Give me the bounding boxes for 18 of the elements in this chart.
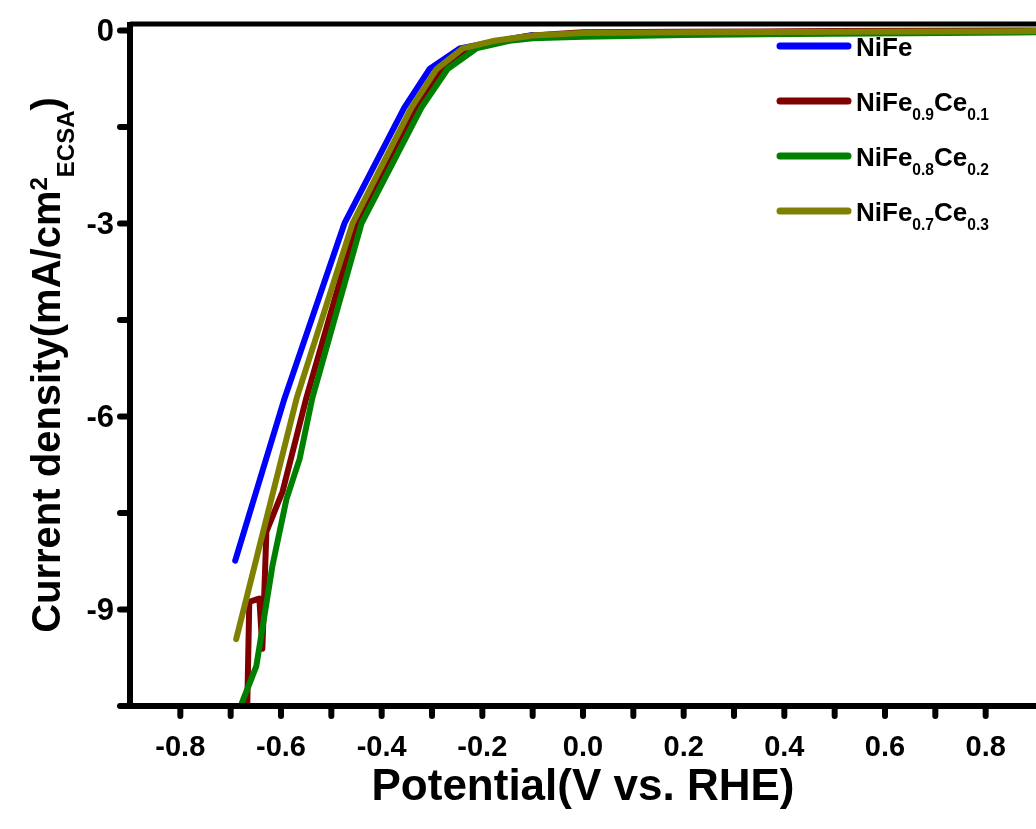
x-tick-label: 0.6 <box>864 730 906 762</box>
y-tick-label: -3 <box>86 206 114 242</box>
legend-label: NiFe$_{0.9}$Ce$_{0.1}$ <box>856 87 990 123</box>
x-tick-label: 0.2 <box>663 730 704 762</box>
x-axis-title: Potential(V vs. RHE) <box>371 760 795 809</box>
y-tick-label: -9 <box>86 592 114 628</box>
x-tick-label: -0.6 <box>256 730 306 762</box>
x-tick-label: 0.0 <box>562 730 604 762</box>
legend-label: NiFe <box>856 32 913 62</box>
x-tick-label: -0.2 <box>457 730 508 762</box>
y-tick-label: -6 <box>86 399 114 435</box>
y-tick-label: 0 <box>96 13 114 49</box>
legend-label: NiFe$_{0.8}$Ce$_{0.2}$ <box>856 142 990 178</box>
legend-label: NiFe$_{0.7}$Ce$_{0.3}$ <box>856 197 990 233</box>
x-tick-label: -0.4 <box>356 730 407 762</box>
x-tick-label: 0.8 <box>965 730 1006 762</box>
x-tick-label: 0.4 <box>764 730 805 762</box>
x-tick-label: -0.8 <box>155 730 206 762</box>
